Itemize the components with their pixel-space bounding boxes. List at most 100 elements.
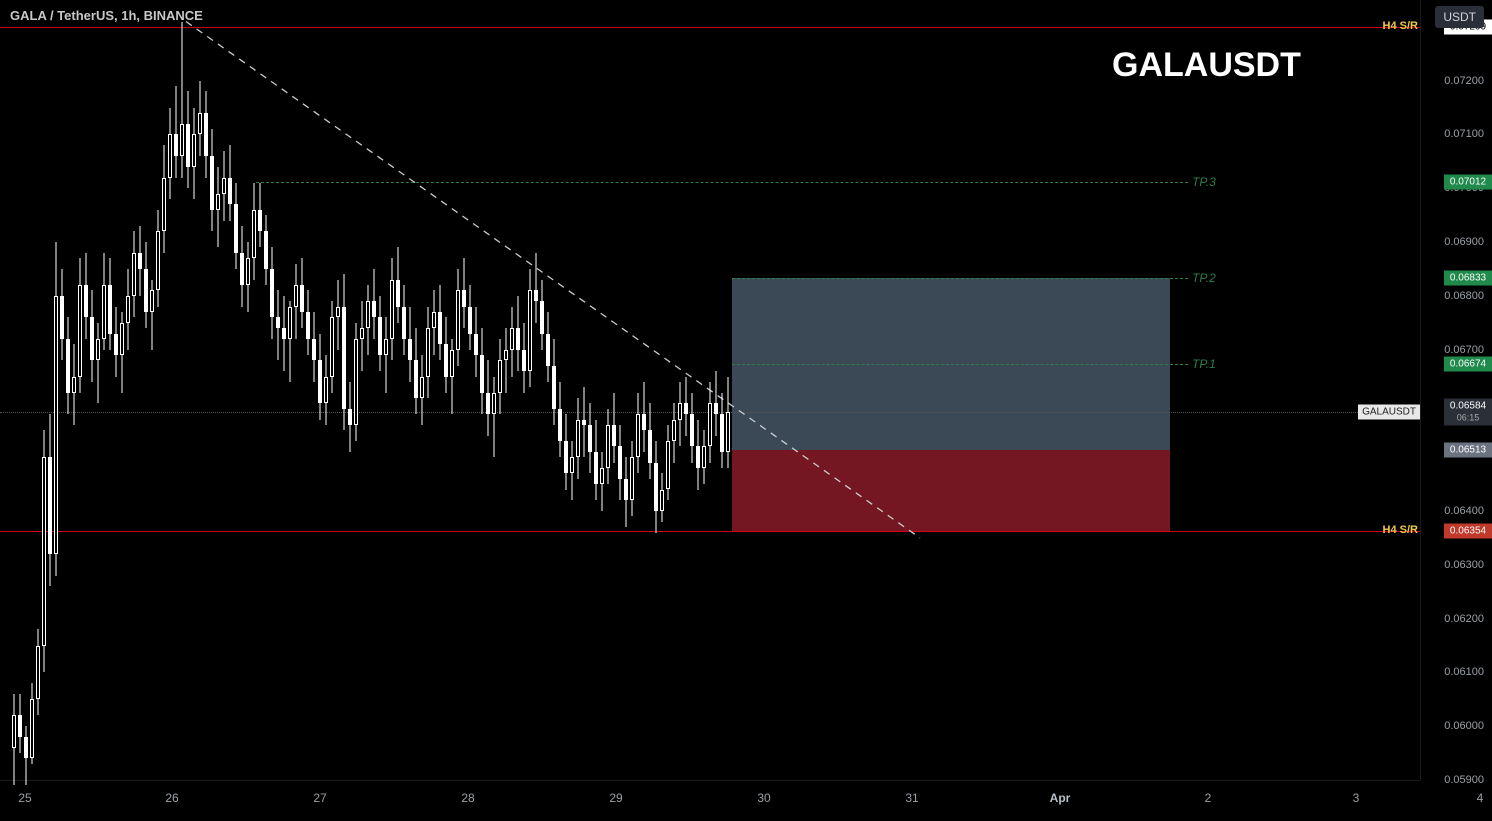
candle[interactable] (618, 425, 623, 500)
candle[interactable] (516, 296, 521, 371)
candle[interactable] (552, 339, 557, 425)
candle[interactable] (672, 403, 677, 462)
candle[interactable] (156, 210, 161, 307)
candle[interactable] (240, 226, 245, 307)
candle[interactable] (564, 414, 569, 489)
price-axis[interactable]: 0.072000.071000.070000.069000.068000.067… (1420, 0, 1492, 780)
tp-line[interactable] (732, 364, 1188, 365)
candle[interactable] (294, 264, 299, 339)
candle[interactable] (408, 307, 413, 382)
candle[interactable] (576, 398, 581, 479)
candle[interactable] (288, 301, 293, 382)
candle[interactable] (114, 307, 119, 377)
candle[interactable] (162, 145, 167, 253)
time-axis[interactable]: 25262728293031Apr234 (0, 780, 1420, 821)
candle[interactable] (318, 334, 323, 420)
candle[interactable] (150, 280, 155, 350)
candle[interactable] (60, 269, 65, 360)
candle[interactable] (78, 258, 83, 392)
candle[interactable] (102, 253, 107, 350)
candle[interactable] (456, 269, 461, 366)
candle[interactable] (306, 290, 311, 355)
candle[interactable] (36, 629, 41, 715)
candle[interactable] (132, 231, 137, 317)
candle[interactable] (468, 285, 473, 350)
candle[interactable] (402, 285, 407, 355)
sr-line[interactable]: H4 S/R (0, 531, 1420, 532)
candle[interactable] (342, 274, 347, 430)
candle[interactable] (720, 393, 725, 468)
candle[interactable] (582, 387, 587, 457)
candle[interactable] (228, 145, 233, 220)
candle[interactable] (534, 253, 539, 323)
candle[interactable] (648, 403, 653, 478)
candle[interactable] (300, 258, 305, 328)
candle[interactable] (372, 269, 377, 339)
candle[interactable] (678, 382, 683, 447)
candle[interactable] (96, 323, 101, 404)
candle[interactable] (222, 151, 227, 221)
candle[interactable] (696, 420, 701, 490)
candle[interactable] (714, 371, 719, 436)
candle[interactable] (708, 382, 713, 463)
candle[interactable] (684, 377, 689, 436)
candle[interactable] (330, 301, 335, 392)
tp-line[interactable] (256, 182, 1188, 183)
candle[interactable] (522, 323, 527, 393)
plot-area[interactable]: H4 S/RH4 S/RTP.3TP.2TP.1 (0, 0, 1420, 780)
candle[interactable] (276, 290, 281, 360)
candle[interactable] (348, 382, 353, 452)
candle[interactable] (186, 91, 191, 188)
candle[interactable] (12, 694, 17, 785)
candle[interactable] (546, 312, 551, 382)
candle[interactable] (264, 215, 269, 285)
candle[interactable] (540, 280, 545, 350)
candle[interactable] (420, 355, 425, 425)
candle[interactable] (444, 317, 449, 392)
loss-zone[interactable] (732, 450, 1170, 531)
candle[interactable] (174, 86, 179, 177)
tp-line[interactable] (732, 278, 1188, 279)
candle[interactable] (630, 441, 635, 516)
candle[interactable] (390, 258, 395, 360)
candle[interactable] (606, 409, 611, 484)
candle[interactable] (666, 425, 671, 500)
candle[interactable] (426, 307, 431, 398)
candle[interactable] (462, 258, 467, 328)
candle[interactable] (450, 339, 455, 414)
candle[interactable] (600, 452, 605, 511)
candle[interactable] (690, 393, 695, 463)
candle[interactable] (558, 382, 563, 457)
candle[interactable] (108, 258, 113, 349)
candle[interactable] (312, 312, 317, 382)
candle[interactable] (168, 108, 173, 199)
candle[interactable] (486, 360, 491, 435)
candle[interactable] (588, 403, 593, 473)
candle[interactable] (246, 242, 251, 312)
candle[interactable] (66, 317, 71, 414)
candle[interactable] (144, 242, 149, 328)
candle[interactable] (90, 290, 95, 381)
candle[interactable] (498, 339, 503, 414)
candle[interactable] (210, 129, 215, 231)
candle[interactable] (216, 167, 221, 248)
candle[interactable] (336, 280, 341, 350)
candle[interactable] (198, 81, 203, 156)
candle[interactable] (480, 328, 485, 414)
candle[interactable] (396, 247, 401, 322)
candle[interactable] (360, 301, 365, 371)
candle[interactable] (594, 420, 599, 501)
quote-badge[interactable]: USDT (1435, 6, 1484, 28)
candle[interactable] (660, 473, 665, 521)
candle[interactable] (180, 22, 185, 178)
candle[interactable] (726, 377, 731, 468)
candle[interactable] (84, 253, 89, 339)
candle[interactable] (474, 307, 479, 377)
candle[interactable] (120, 312, 125, 393)
candle[interactable] (234, 183, 239, 269)
candle[interactable] (492, 377, 497, 458)
candle[interactable] (642, 382, 647, 452)
candle[interactable] (126, 269, 131, 350)
candle[interactable] (354, 323, 359, 441)
candle[interactable] (324, 355, 329, 425)
